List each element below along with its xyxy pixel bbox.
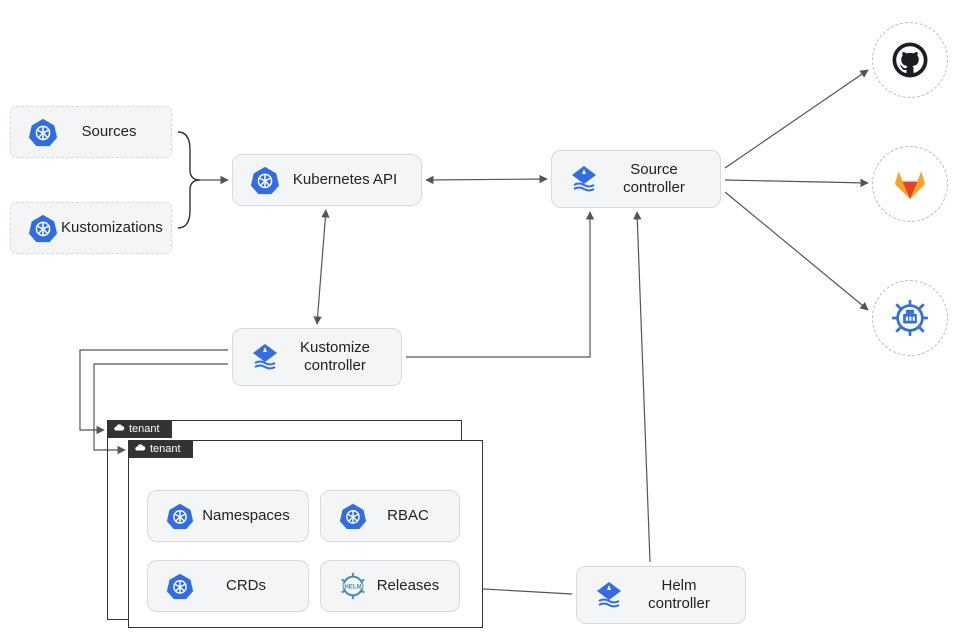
node-sources: Sources: [10, 106, 172, 158]
tenant-label: tenant: [150, 443, 181, 455]
node-label: Kustomizations: [61, 219, 163, 237]
node-kustomizations: Kustomizations: [10, 202, 172, 254]
node-source-controller: Source controller: [551, 150, 721, 208]
tenant-label: tenant: [129, 423, 160, 435]
node-label: Releases: [371, 577, 445, 595]
tenant-header: tenant: [128, 440, 193, 458]
node-label: Kubernetes API: [283, 171, 407, 189]
k8s-icon: [25, 210, 61, 246]
github-icon: [890, 40, 930, 80]
flux-icon: [591, 577, 627, 613]
tenant-header: tenant: [107, 420, 172, 438]
k8s-icon: [335, 498, 371, 534]
harbor-icon: [888, 296, 932, 340]
node-rbac: RBAC: [320, 490, 460, 542]
node-label: Source controller: [602, 161, 706, 197]
node-releases: HELM Releases: [320, 560, 460, 612]
node-label: Namespaces: [198, 507, 294, 525]
node-label: Kustomize controller: [283, 339, 387, 375]
external-github: [872, 22, 948, 98]
k8s-icon: [162, 498, 198, 534]
k8s-icon: [162, 568, 198, 604]
node-helm-controller: Helm controller: [576, 566, 746, 624]
node-label: RBAC: [371, 507, 445, 525]
svg-text:HELM: HELM: [344, 583, 361, 590]
k8s-icon: [247, 162, 283, 198]
helm-icon: HELM: [335, 568, 371, 604]
k8s-icon: [25, 114, 61, 150]
node-crds: CRDs: [147, 560, 309, 612]
node-kubernetes-api: Kubernetes API: [232, 154, 422, 206]
cloud-icon: [134, 443, 146, 455]
external-gitlab: [872, 146, 948, 222]
node-kustomize-controller: Kustomize controller: [232, 328, 402, 386]
node-namespaces: Namespaces: [147, 490, 309, 542]
node-label: CRDs: [198, 577, 294, 595]
node-label: Helm controller: [627, 577, 731, 613]
flux-icon: [566, 161, 602, 197]
node-label: Sources: [61, 123, 157, 141]
external-harbor: [872, 280, 948, 356]
flux-icon: [247, 339, 283, 375]
gitlab-icon: [890, 164, 930, 204]
cloud-icon: [113, 423, 125, 435]
